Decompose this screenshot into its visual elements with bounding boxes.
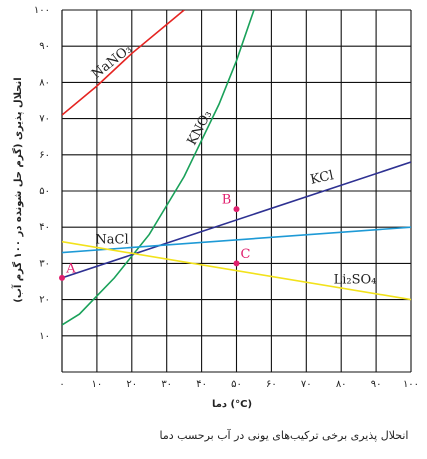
x-tick-label: ۰ (59, 379, 64, 390)
point-label: B (222, 193, 232, 208)
x-tick-label: ۸۰ (336, 379, 347, 390)
y-axis-label: انحلال پذیری (گرم حل شونده در ۱۰۰ گرم آب… (11, 77, 24, 302)
y-tick-label: ۱۰۰ (34, 5, 50, 16)
curve (62, 226, 411, 254)
curve (62, 161, 411, 279)
x-tick-label: ۴۰ (196, 379, 207, 390)
series-label: NaCl (95, 233, 128, 248)
x-tick-label: ۵۰ (231, 379, 242, 390)
curve (62, 10, 255, 326)
x-tick-label: ۲۰ (126, 379, 137, 390)
y-tick-label: ۵۰ (39, 186, 50, 197)
y-tick-label: ۷۰ (39, 114, 50, 125)
x-tick-label: ۷۰ (301, 379, 312, 390)
y-tick-label: ۲۰ (39, 295, 50, 306)
series-label: KCl (309, 168, 335, 188)
x-tick-label: ۹۰ (371, 379, 382, 390)
curve (62, 240, 411, 301)
point-label: C (241, 247, 251, 262)
y-tick-label: ۶۰ (39, 150, 50, 161)
series-label: Li₂SO₄ (334, 273, 377, 288)
point (233, 260, 240, 267)
y-tick-label: ۱۰ (39, 331, 50, 342)
series-label: KNO₃ (185, 108, 216, 148)
y-tick-label: ۸۰ (39, 77, 50, 88)
x-tick-label: ۱۰۰ (403, 379, 419, 390)
y-tick-label: ۳۰ (39, 258, 50, 269)
y-tick-label: ۹۰ (39, 41, 50, 52)
y-tick-label: ۴۰ (39, 222, 50, 233)
curve (62, 10, 185, 116)
point (59, 274, 65, 281)
point (233, 206, 240, 213)
point-label: A (65, 261, 76, 276)
x-axis-label: دما (°C) (212, 399, 252, 410)
x-tick-label: ۱۰ (92, 379, 103, 390)
x-tick-label: ۶۰ (266, 379, 277, 390)
series-label: NaNO₃ (89, 42, 135, 82)
caption: انحلال پذیری برخی ترکیب‌های یونی در آب ب… (160, 428, 409, 442)
x-tick-label: ۳۰ (161, 379, 172, 390)
